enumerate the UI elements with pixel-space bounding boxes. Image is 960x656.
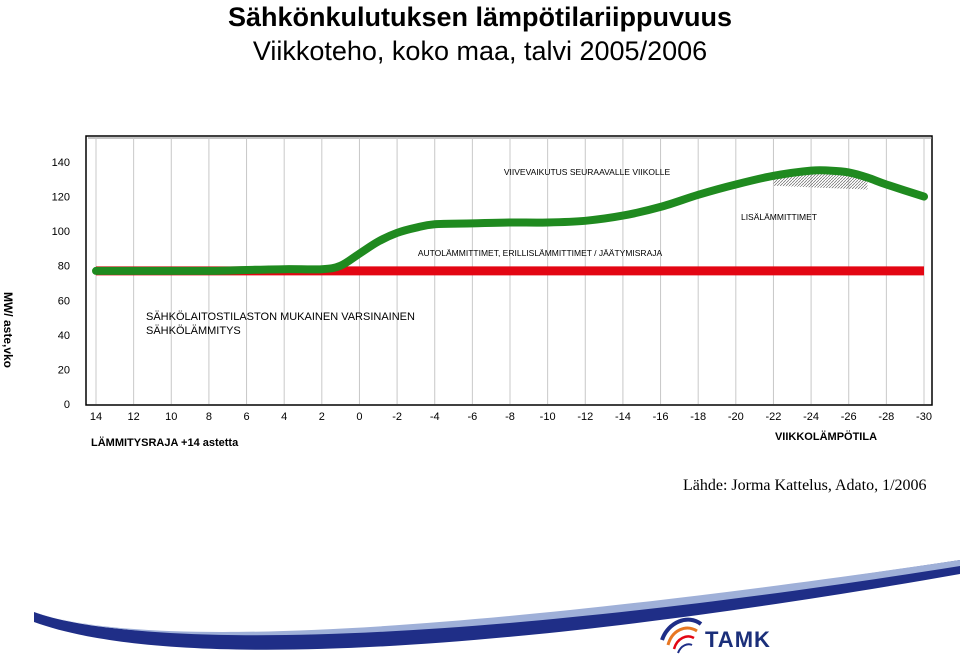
x-tick-label: -28: [878, 411, 894, 423]
y-tick-label: 60: [58, 295, 70, 307]
logo-text: TAMK: [705, 627, 771, 652]
series-group: [92, 166, 928, 276]
y-tick-label: 80: [58, 261, 70, 273]
series-line-green: [92, 166, 928, 275]
tamk-logo-icon: [660, 617, 703, 654]
annotation-extra-heaters: LISÄLÄMMITTIMET: [741, 212, 817, 222]
x-axis-label: VIIKKOLÄMPÖTILA: [775, 430, 877, 443]
annotation-electric-heating-1: SÄHKÖLAITOSTILASTON MUKAINEN VARSINAINEN: [146, 311, 415, 323]
annotation-electric-heating-2: SÄHKÖLÄMMITYS: [146, 325, 241, 337]
x-tick-label: -20: [728, 411, 744, 423]
x-tick-label: -2: [392, 411, 402, 423]
y-tick-label: 140: [52, 157, 70, 169]
x-tick-label: -18: [690, 411, 706, 423]
x-tick-label: -16: [653, 411, 669, 423]
x-tick-label: -10: [540, 411, 556, 423]
chart-subtitle: Viikkoteho, koko maa, talvi 2005/2006: [252, 36, 708, 66]
annotation-car-heaters: AUTOLÄMMITTIMET, ERILLISLÄMMITTIMET / JÄ…: [418, 248, 663, 258]
annotation-heating-limit: LÄMMITYSRAJA +14 astetta: [91, 436, 239, 449]
x-tick-label: 6: [243, 411, 249, 423]
x-tick-label: -12: [577, 411, 593, 423]
annotation-lag-effect: VIIVEVAIKUTUS SEURAAVALLE VIIKOLLE: [504, 167, 671, 177]
y-axis-label: MW/ aste,vko: [1, 292, 15, 368]
y-tick-label: 20: [58, 364, 70, 376]
x-tick-label: 12: [128, 411, 140, 423]
decorative-swoosh-light: [34, 560, 960, 636]
x-tick-label: -4: [430, 411, 440, 423]
x-tick-label: 4: [281, 411, 287, 423]
x-tick-label: -8: [505, 411, 515, 423]
decorative-swoosh: [34, 560, 960, 650]
chart-title: Sähkönkulutuksen lämpötilariippuvuus: [227, 2, 733, 32]
x-tick-label: 14: [90, 411, 102, 423]
x-tick-label: -24: [803, 411, 819, 423]
y-tick-label: 40: [58, 330, 70, 342]
y-tick-labels: 0 20 40 60 80 100 120 140: [52, 157, 70, 411]
x-tick-labels: 14 12 10 8 6 4 2 0 -2 -4 -6 -8 -10 -12 -14 -16 -18 -20 -22…: [90, 411, 932, 423]
source-note: Lähde: Jorma Kattelus, Adato, 1/2006: [683, 477, 927, 494]
x-tick-label: 0: [356, 411, 362, 423]
x-tick-label: 10: [165, 411, 177, 423]
x-tick-label: 2: [319, 411, 325, 423]
x-tick-label: -26: [841, 411, 857, 423]
x-tick-label: -30: [916, 411, 932, 423]
y-tick-label: 0: [64, 399, 70, 411]
y-tick-label: 100: [52, 226, 70, 238]
x-tick-label: -22: [766, 411, 782, 423]
x-tick-label: -6: [467, 411, 477, 423]
x-tick-label: -14: [615, 411, 631, 423]
y-tick-label: 120: [52, 192, 70, 204]
x-tick-label: 8: [206, 411, 212, 423]
